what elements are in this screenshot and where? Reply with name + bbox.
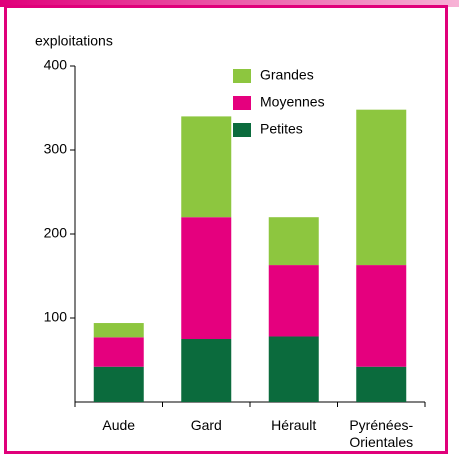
- x-tick-label: Gard: [190, 417, 222, 433]
- bar-segment: [268, 217, 319, 266]
- x-tick-label: Hérault: [271, 417, 317, 433]
- x-tick-label: Pyrénées-Orientales: [349, 417, 414, 450]
- legend-label: Moyennes: [260, 94, 325, 110]
- top-band: [0, 0, 459, 7]
- y-tick-label: 200: [44, 225, 68, 241]
- legend-label: Grandes: [260, 67, 314, 83]
- legend-label: Petites: [260, 121, 303, 137]
- bar-segment: [356, 109, 407, 266]
- bar-segment: [268, 265, 319, 337]
- y-axis-label: exploitations: [35, 33, 113, 49]
- bar-segment: [356, 265, 407, 367]
- y-tick-label: 300: [44, 141, 68, 157]
- bar-segment: [181, 339, 232, 402]
- bar-segment: [268, 336, 319, 402]
- y-tick-label: 100: [44, 309, 68, 325]
- legend-swatch: [233, 123, 251, 137]
- bar-segment: [93, 323, 144, 338]
- x-tick-label: Aude: [102, 417, 136, 433]
- bar-segment: [181, 217, 232, 339]
- y-tick-label: 400: [44, 57, 68, 73]
- bar-segment: [93, 337, 144, 367]
- legend-swatch: [233, 96, 251, 110]
- bar-segment: [181, 116, 232, 218]
- bar-segment: [93, 366, 144, 402]
- legend-swatch: [233, 69, 251, 83]
- bar-segment: [356, 366, 407, 402]
